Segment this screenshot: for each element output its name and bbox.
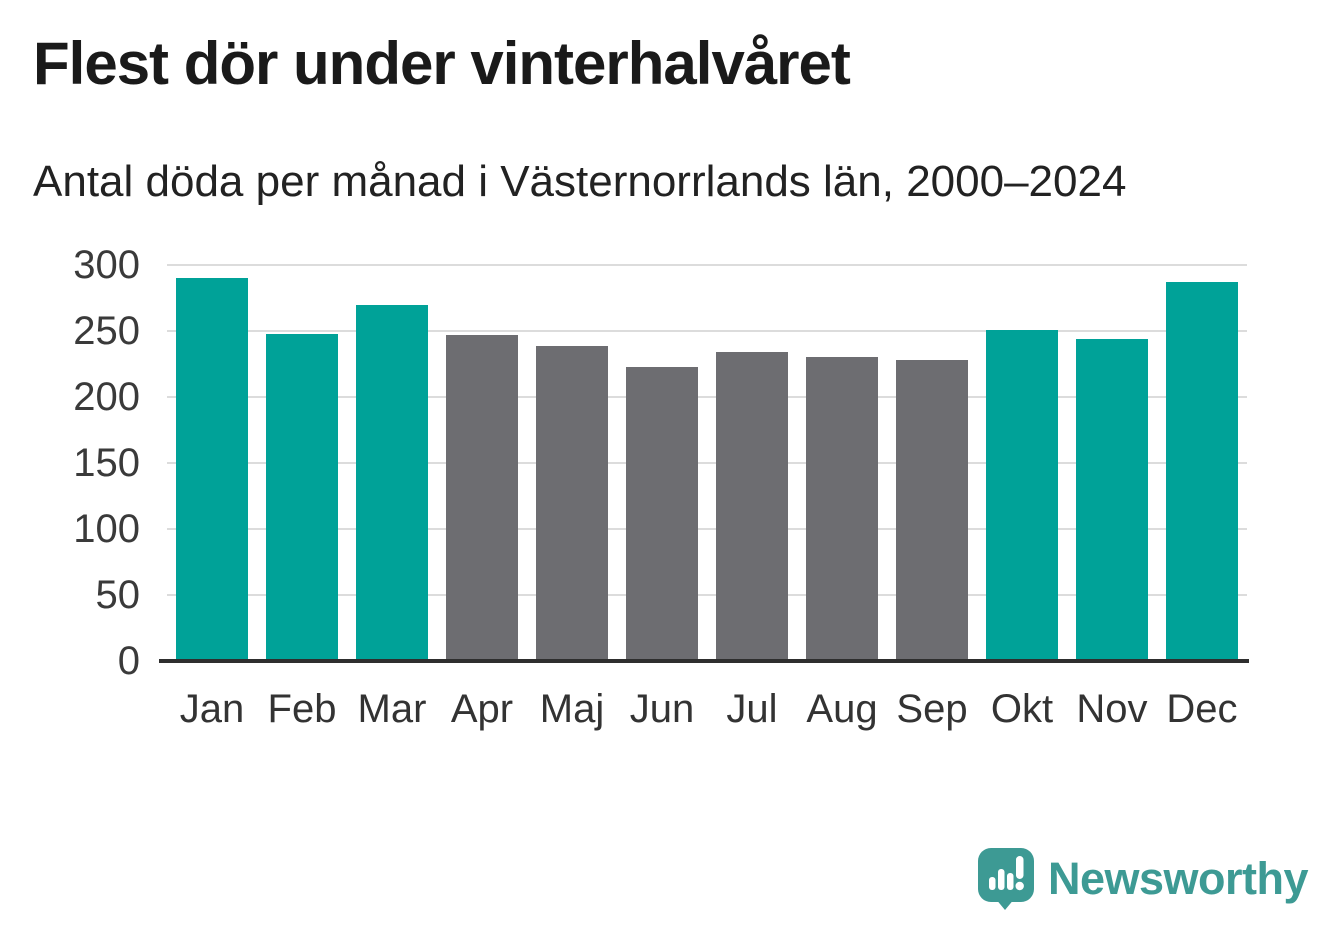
newsworthy-logo-icon: [978, 848, 1034, 910]
y-axis-label: 50: [95, 573, 141, 617]
bar-sep: [896, 360, 968, 661]
x-axis-label-nov: Nov: [1076, 687, 1148, 731]
bar-dec: [1166, 282, 1238, 661]
newsworthy-branding: Newsworthy: [978, 848, 1309, 910]
x-axis-line: [159, 659, 1249, 663]
x-axis-label-mar: Mar: [357, 687, 427, 731]
bar-feb: [266, 333, 338, 661]
y-axis-label: 100: [73, 507, 140, 551]
bar-jan: [176, 278, 248, 661]
x-axis-label-aug: Aug: [806, 687, 878, 731]
x-axis-label-maj: Maj: [539, 687, 605, 731]
gridline-50: [167, 594, 1247, 596]
y-axis-label: 200: [73, 375, 140, 419]
bar-okt: [986, 329, 1058, 661]
x-axis-label-jan: Jan: [179, 687, 245, 731]
chart-subtitle: Antal döda per månad i Västernorrlands l…: [33, 157, 1127, 206]
bar-maj: [536, 345, 608, 661]
bar-aug: [806, 357, 878, 661]
x-axis-label-jul: Jul: [726, 687, 778, 731]
gridline-100: [167, 528, 1247, 530]
chart-title: Flest dör under vinterhalvåret: [33, 30, 851, 97]
plot-area: [159, 264, 1249, 663]
bar-mar: [356, 304, 428, 661]
x-axis-label-jun: Jun: [629, 687, 695, 731]
gridline-300: [167, 264, 1247, 266]
bar-chart: 0 50 100 150 200 250 300 Jan Feb Mar Apr Maj Jun Jul A…: [0, 245, 1322, 745]
gridline-250: [167, 330, 1247, 332]
bar-jun: [626, 366, 698, 661]
bar-jul: [716, 352, 788, 661]
gridline-150: [167, 462, 1247, 464]
y-axis-label: 300: [73, 243, 140, 287]
x-axis-label-feb: Feb: [267, 687, 337, 731]
bar-nov: [1076, 338, 1148, 661]
x-axis-label-sep: Sep: [896, 687, 968, 731]
gridline-200: [167, 396, 1247, 398]
x-axis-label-apr: Apr: [450, 687, 514, 731]
bar-apr: [446, 334, 518, 661]
x-axis-label-dec: Dec: [1166, 687, 1238, 731]
x-axis-label-okt: Okt: [990, 687, 1054, 731]
y-axis-label: 150: [73, 441, 140, 485]
y-axis-label: 0: [117, 639, 140, 683]
newsworthy-logo-text: Newsworthy: [1048, 853, 1309, 904]
y-axis-label: 250: [73, 309, 140, 353]
